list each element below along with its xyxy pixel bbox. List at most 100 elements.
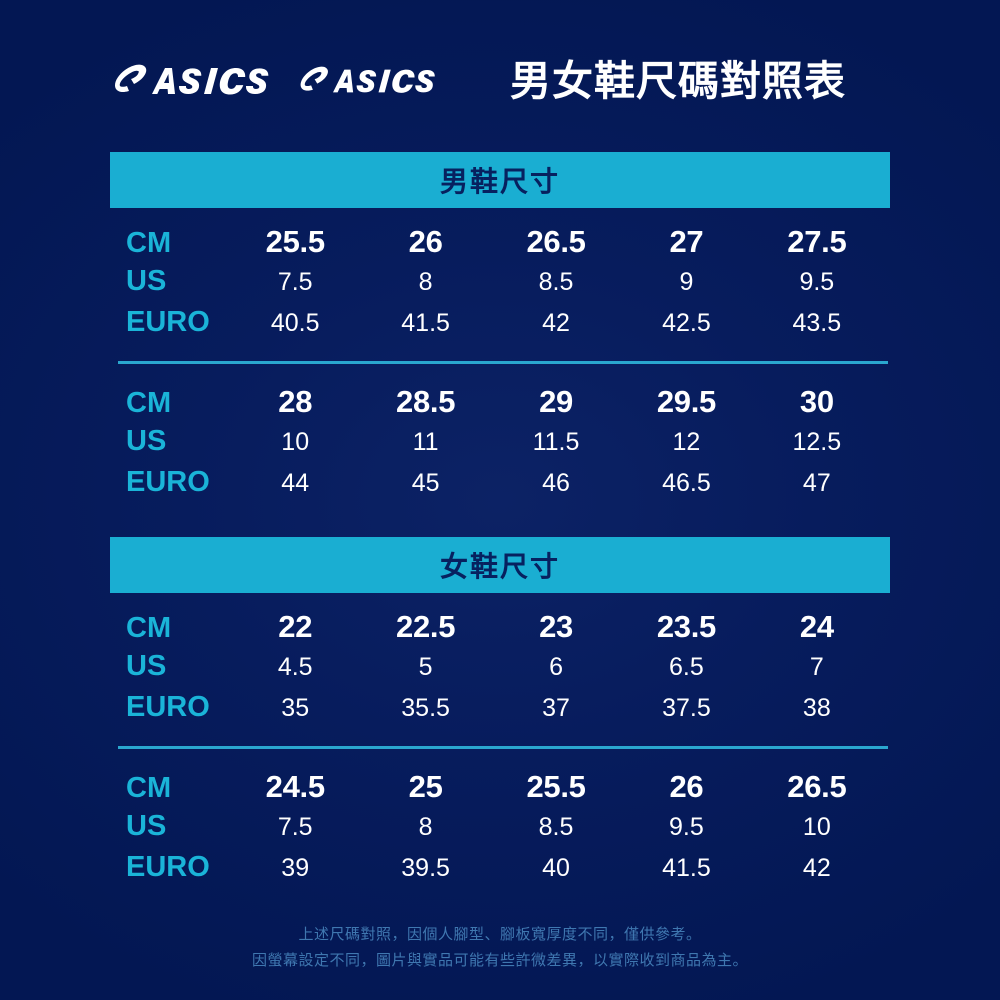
cell: 26 [408,224,443,259]
women-block-2: CM 24.5 25 25.5 26 26.5 US 7.5 8 8.5 9.5… [110,751,890,892]
cell: 23 [539,609,573,644]
footnote-line-2: 因螢幕設定不同，圖片與實品可能有些許微差異，以實際收到商品為主。 [251,952,748,969]
women-block-1: CM 22 22.5 23 23.5 24 US 4.5 5 6 6.5 7 [110,593,890,732]
cell: 10 [802,813,831,841]
row-values: 7.5 8 8.5 9.5 10 [230,813,882,842]
section-gap [110,507,890,537]
cell: 22.5 [396,609,456,644]
cell: 46.5 [662,469,711,497]
row-label-us: US [126,810,167,842]
cell: 9.5 [799,268,835,296]
row-label-cm: CM [126,387,172,419]
row-values: 7.5 8 8.5 9 9.5 [230,268,882,297]
footnote-line-1: 上述尺碼對照，因個人腳型、腳板寬厚度不同，僅供參考。 [298,926,702,943]
row-label-us: US [126,650,167,682]
cell: 9 [679,268,694,296]
brand-logos [112,57,438,105]
cell: 25 [408,769,443,804]
row-values: 4.5 5 6 6.5 7 [230,653,882,682]
table-row: CM 24.5 25 25.5 26 26.5 [118,769,882,810]
cell: 10 [281,428,310,456]
cell: 37 [542,694,570,722]
cell: 42 [802,854,831,882]
cell: 7 [809,653,824,681]
table-row: EURO 40.5 41.5 42 42.5 43.5 [118,306,882,347]
table-row: US 10 11 11.5 12 12.5 [118,425,882,466]
row-label-euro: EURO [126,851,210,883]
cell: 41.5 [662,854,711,882]
table-row: US 4.5 5 6 6.5 7 [118,650,882,691]
row-values: 44 45 46 46.5 47 [230,469,882,498]
row-label-euro: EURO [126,306,210,338]
cell: 44 [281,469,310,497]
row-label-us: US [126,425,167,457]
cell: 35.5 [401,694,450,722]
cell: 27 [669,224,704,259]
cell: 37.5 [662,694,711,722]
table-row: US 7.5 8 8.5 9 9.5 [118,265,882,306]
asics-logo-icon [115,64,269,95]
cell: 4.5 [277,653,313,681]
row-divider [118,746,888,749]
cell: 11.5 [532,428,580,456]
cell: 7.5 [277,268,313,296]
cell: 27.5 [787,224,847,259]
cell: 35 [281,694,310,722]
row-values: 25.5 26 26.5 27 27.5 [230,224,882,260]
cell: 25.5 [526,769,586,804]
row-label-cm: CM [126,227,172,259]
row-label-cm: CM [126,772,172,804]
cell: 26 [669,769,704,804]
table-row: EURO 39 39.5 40 41.5 42 [118,851,882,892]
cell: 23.5 [656,609,716,644]
cell: 30 [799,384,834,419]
cell: 6 [549,653,563,681]
page-title: 男女鞋尺碼對照表 [510,57,846,104]
row-divider [118,361,888,364]
cell: 47 [802,469,831,497]
row-values: 35 35.5 37 37.5 38 [230,694,882,723]
cell: 28.5 [396,384,456,419]
footnotes: 上述尺碼對照，因個人腳型、腳板寬厚度不同，僅供參考。 因螢幕設定不同，圖片與實品… [0,922,1000,974]
table-row: CM 22 22.5 23 23.5 24 [118,609,882,650]
cell: 24.5 [265,769,325,804]
row-values: 39 39.5 40 41.5 42 [230,854,882,883]
cell: 42 [542,309,570,337]
row-values: 10 11 11.5 12 12.5 [230,428,882,457]
row-values: 40.5 41.5 42 42.5 43.5 [230,309,882,338]
table-row: CM 25.5 26 26.5 27 27.5 [118,224,882,265]
cell: 8.5 [538,268,574,296]
cell: 29.5 [656,384,716,419]
table-row: US 7.5 8 8.5 9.5 10 [118,810,882,851]
page-header: 男女鞋尺碼對照表 [0,46,1000,116]
row-values: 22 22.5 23 23.5 24 [230,609,882,645]
row-label-us: US [126,265,167,297]
cell: 8.5 [538,813,574,841]
cell: 26.5 [787,769,847,804]
cell: 40 [542,854,570,882]
row-values: 24.5 25 25.5 26 26.5 [230,769,882,805]
table-row: CM 28 28.5 29 29.5 30 [118,384,882,425]
cell: 5 [418,653,433,681]
cell: 11 [412,428,439,456]
men-block-1: CM 25.5 26 26.5 27 27.5 US 7.5 8 8.5 9 9… [110,208,890,347]
cell: 12.5 [792,428,842,456]
cell: 7.5 [277,813,313,841]
cell: 24 [799,609,834,644]
cell: 43.5 [792,309,842,337]
cell: 8 [418,813,433,841]
cell: 22 [278,609,313,644]
table-row: EURO 44 45 46 46.5 47 [118,466,882,507]
table-row: EURO 35 35.5 37 37.5 38 [118,691,882,732]
cell: 9.5 [669,813,704,841]
row-label-euro: EURO [126,691,210,723]
cell: 29 [539,384,573,419]
cell: 39.5 [401,854,450,882]
cell: 26.5 [526,224,586,259]
cell: 41.5 [401,309,450,337]
cell: 8 [418,268,433,296]
cell: 42.5 [662,309,711,337]
asics-logo-icon-secondary [300,66,435,93]
section-banner-men: 男鞋尺寸 [110,152,890,208]
